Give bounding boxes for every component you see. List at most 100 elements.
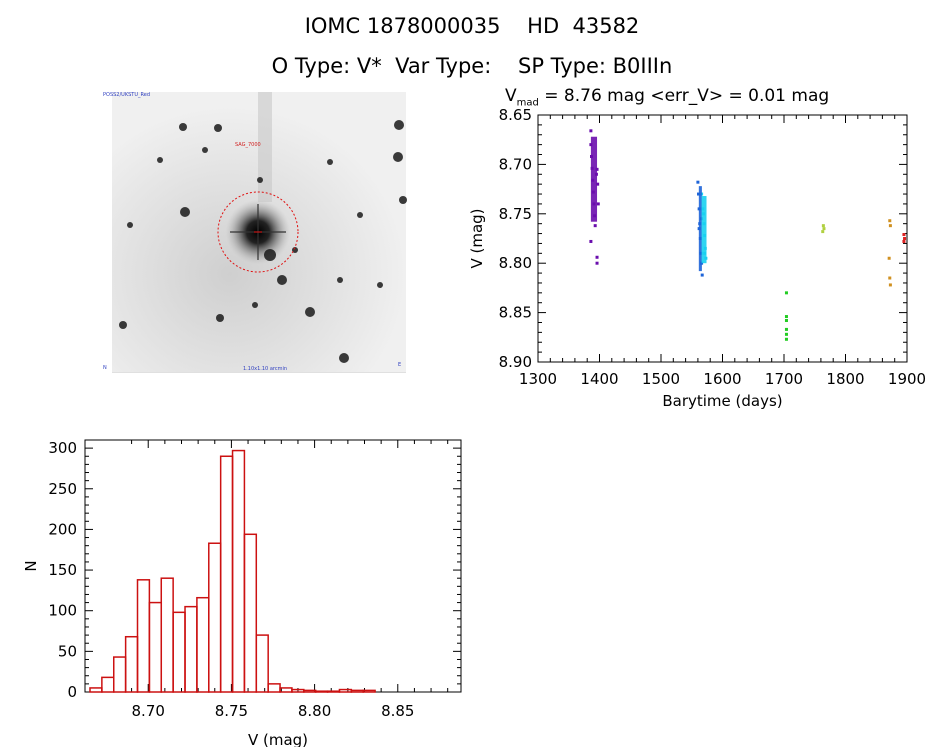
lightcurve-point [821, 230, 825, 234]
lightcurve-ytick-label: 8.75 [499, 205, 532, 223]
field-star [357, 212, 363, 218]
stamp-survey: POSS2/UKSTU_Red [103, 92, 150, 98]
histogram-bar [196, 596, 210, 693]
histogram-bar [160, 577, 174, 693]
histogram-bar [112, 656, 127, 693]
lightcurve-point [821, 224, 825, 228]
lightcurve-point [593, 224, 597, 228]
field-star [337, 277, 343, 283]
stamp-east: E [398, 362, 402, 368]
histogram-xtick-label: 8.70 [132, 702, 165, 720]
field-star [339, 353, 349, 363]
lightcurve-point [784, 332, 788, 336]
field-star [292, 247, 298, 253]
lightcurve-point [696, 180, 700, 184]
lightcurve-ylabel: V (mag) [468, 208, 486, 268]
histogram-bar [136, 579, 151, 693]
lightcurve-point [697, 192, 701, 196]
histogram-bar [89, 687, 103, 693]
histogram-bar [303, 689, 317, 693]
field-star [377, 282, 383, 288]
histogram-ytick-label: 100 [48, 602, 77, 620]
lightcurve-point [903, 237, 907, 240]
lightcurve-point [888, 224, 892, 228]
field-star [214, 124, 222, 132]
field-star [157, 157, 163, 163]
lightcurve-point [784, 327, 788, 331]
lightcurve-xtick-label: 1500 [642, 370, 680, 388]
histogram-bar [338, 688, 353, 693]
diffraction-streak [258, 92, 272, 202]
lightcurve-xtick-label: 1800 [826, 370, 864, 388]
lightcurve-point [784, 315, 788, 319]
lightcurve-point [888, 219, 892, 223]
field-star [327, 159, 333, 165]
lightcurve-ytick-label: 8.80 [499, 254, 532, 272]
histogram-bars [89, 449, 376, 693]
histogram-ytick-label: 50 [58, 642, 77, 660]
histogram-bar [219, 455, 234, 693]
lightcurve-xtick-label: 1300 [519, 370, 557, 388]
histogram-xtick-label: 8.75 [215, 702, 248, 720]
histogram-bar [208, 542, 222, 693]
histogram-bar [243, 533, 258, 693]
histogram-bar [124, 635, 139, 693]
lightcurve-ytick-label: 8.85 [499, 304, 532, 322]
histogram-ytick-label: 0 [67, 683, 77, 701]
field-star [257, 177, 263, 183]
histogram-ytick-label: 250 [48, 480, 77, 498]
object-type-line: O Type: V* Var Type: SP Type: B0IIIn [271, 54, 673, 78]
lightcurve-point [596, 202, 600, 206]
lightcurve-point [784, 291, 788, 295]
field-star [180, 207, 190, 217]
lightcurve-xlabel: Barytime (days) [662, 392, 782, 410]
field-star [179, 123, 187, 131]
lightcurve-point [700, 273, 704, 277]
lightcurve-point [888, 283, 892, 287]
field-star [216, 314, 224, 322]
lightcurve-xtick-label: 1400 [580, 370, 618, 388]
lightcurve-point [888, 276, 892, 280]
histogram-xlabel: V (mag) [248, 731, 308, 747]
lightcurve-point [902, 233, 906, 237]
lightcurve-axes: 1300 1400 1500 1600 1700 1800 1900 8.65 8.70 8.75… [468, 106, 926, 410]
lightcurve-xtick-label: 1900 [888, 370, 926, 388]
lightcurve-point [595, 261, 599, 265]
histogram-bar [314, 690, 329, 693]
stamp-north: N [103, 365, 107, 371]
field-star [399, 196, 407, 204]
histogram-ytick-label: 150 [48, 561, 77, 579]
histogram-xtick-label: 8.85 [381, 702, 414, 720]
lightcurve-point [887, 256, 891, 260]
field-star [277, 275, 287, 285]
histogram-bar [255, 634, 269, 693]
histogram-bar [267, 683, 281, 693]
lightcurve-point-band [698, 186, 702, 272]
histogram-frame [84, 439, 462, 693]
lightcurve-point-band [701, 196, 707, 264]
lightcurve-point [589, 129, 593, 133]
histogram-bar [231, 449, 246, 693]
lightcurve-point [596, 182, 600, 186]
lightcurve-ytick-label: 8.70 [499, 155, 532, 173]
object-title: IOMC 1878000035 HD 43582 [304, 14, 640, 38]
stamp-label: SAG_7000 [235, 142, 261, 148]
lightcurve-ytick-label: 8.65 [499, 106, 532, 124]
target-circle [217, 191, 299, 273]
lightcurve-point [784, 337, 788, 341]
stamp-scale: 1.10x1.10 arcmin [243, 366, 288, 372]
lightcurve-point-band [590, 136, 598, 222]
lightcurve-point [822, 227, 826, 231]
field-star [264, 249, 276, 261]
lightcurve-points [589, 129, 907, 341]
lightcurve-xtick-label: 1600 [703, 370, 741, 388]
histogram-ytick-label: 300 [48, 439, 77, 457]
field-star [394, 120, 404, 130]
lightcurve-ytick-label: 8.90 [499, 353, 532, 371]
histogram-axes: 8.70 8.75 8.80 8.85 0 50 100 150 200 250 300 V (mag… [22, 439, 462, 747]
histogram-bar [148, 601, 163, 693]
field-star [252, 302, 258, 308]
histogram-bar [101, 676, 115, 693]
field-star [119, 321, 127, 329]
